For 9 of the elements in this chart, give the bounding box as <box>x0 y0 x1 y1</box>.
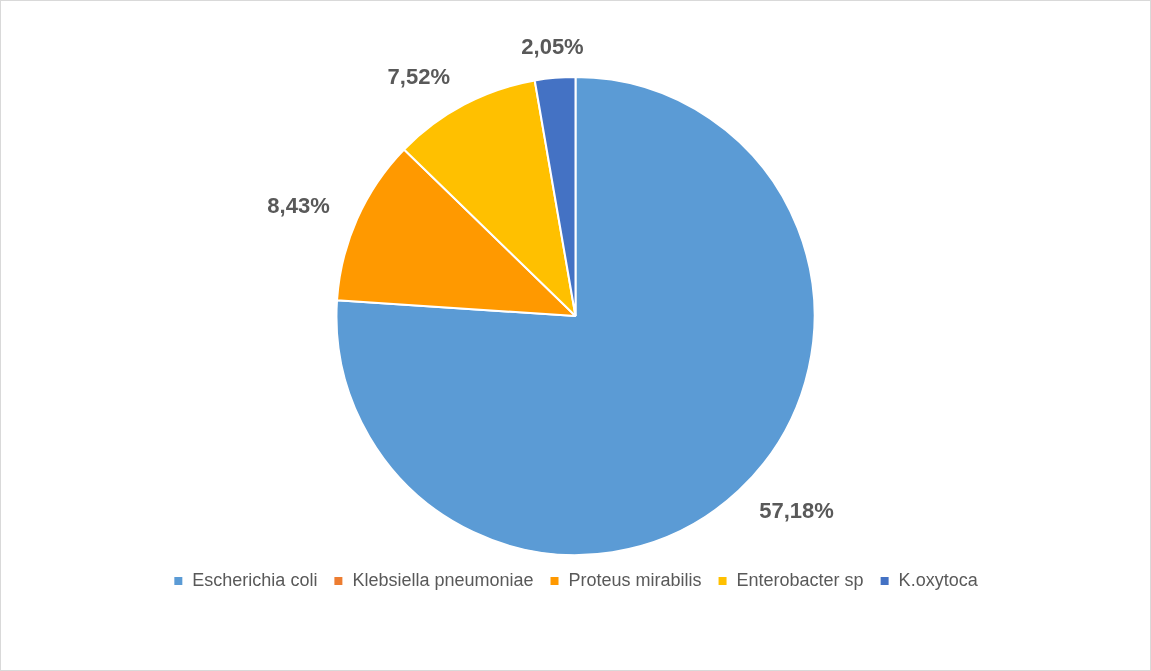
legend-label: Enterobacter sp <box>736 569 864 590</box>
data-label: 7,52% <box>387 64 450 90</box>
data-label: 57,18% <box>759 498 834 524</box>
data-label: 2,05% <box>521 34 584 60</box>
legend-label: Proteus mirabilis <box>568 569 702 590</box>
legend-label: Escherichia coli <box>192 569 318 590</box>
legend-label: K.oxytoca <box>898 569 979 590</box>
legend-label: Klebsiella pneumoniae <box>352 569 534 590</box>
data-label: 8,43% <box>267 192 330 218</box>
